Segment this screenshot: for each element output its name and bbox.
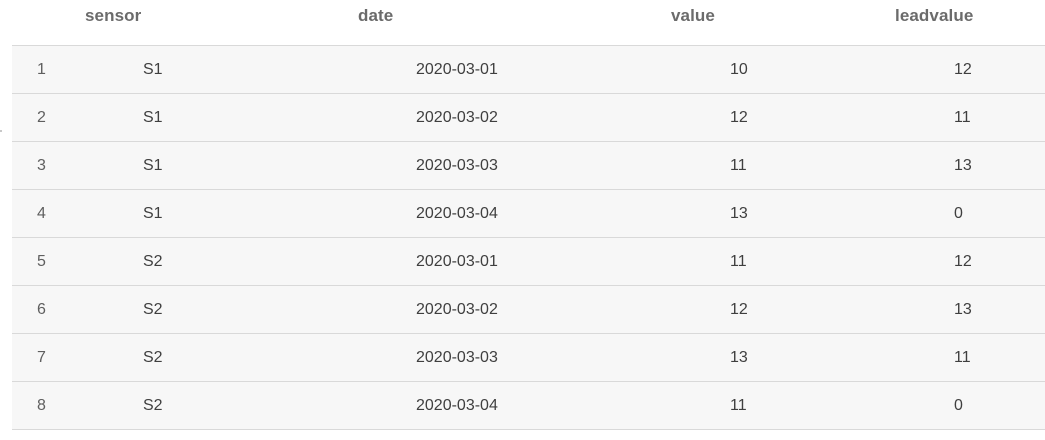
column-header-sensor[interactable]: sensor [85, 6, 142, 25]
cell-value: 11 [730, 157, 747, 174]
cell-value: 10 [730, 61, 748, 78]
cell-leadvalue: 12 [954, 61, 972, 78]
table-header: sensor date value leadvalue [12, 0, 1045, 46]
row-cells: S1 2020-03-04 13 0 [71, 190, 1045, 237]
column-header-value[interactable]: value [671, 6, 715, 25]
cell-leadvalue: 13 [954, 157, 972, 174]
results-table: sensor date value leadvalue 1 S1 2020-03-0… [12, 0, 1045, 430]
cell-date: 2020-03-02 [416, 301, 498, 318]
row-cells: S2 2020-03-02 12 13 [71, 286, 1045, 333]
cell-leadvalue: 13 [954, 301, 972, 318]
cell-value: 12 [730, 301, 748, 318]
row-index: 4 [12, 190, 71, 237]
cell-sensor: S2 [143, 397, 163, 414]
table-row[interactable]: 8 S2 2020-03-04 11 0 [12, 382, 1045, 430]
cell-leadvalue: 12 [954, 253, 972, 270]
row-index: 8 [12, 382, 71, 429]
cell-sensor: S2 [143, 253, 163, 270]
row-index: 3 [12, 142, 71, 189]
cell-sensor: S1 [143, 109, 163, 126]
row-index: 5 [12, 238, 71, 285]
left-edge-marker [0, 130, 2, 132]
table-row[interactable]: 7 S2 2020-03-03 13 11 [12, 334, 1045, 382]
row-index: 7 [12, 334, 71, 381]
column-header-leadvalue[interactable]: leadvalue [895, 6, 974, 25]
cell-value: 11 [730, 397, 747, 414]
table-row[interactable]: 4 S1 2020-03-04 13 0 [12, 190, 1045, 238]
row-index: 6 [12, 286, 71, 333]
cell-date: 2020-03-02 [416, 109, 498, 126]
table-row[interactable]: 6 S2 2020-03-02 12 13 [12, 286, 1045, 334]
cell-date: 2020-03-04 [416, 205, 498, 222]
cell-date: 2020-03-03 [416, 157, 498, 174]
cell-sensor: S2 [143, 301, 163, 318]
cell-sensor: S1 [143, 157, 163, 174]
cell-value: 11 [730, 253, 747, 270]
cell-date: 2020-03-01 [416, 61, 498, 78]
cell-value: 12 [730, 109, 748, 126]
table-body: 1 S1 2020-03-01 10 12 2 S1 2020-03-02 12 11 3 S1 202… [12, 46, 1045, 430]
table-row[interactable]: 2 S1 2020-03-02 12 11 [12, 94, 1045, 142]
cell-sensor: S1 [143, 205, 163, 222]
cell-sensor: S2 [143, 349, 163, 366]
row-index: 2 [12, 94, 71, 141]
row-cells: S1 2020-03-03 11 13 [71, 142, 1045, 189]
cell-value: 13 [730, 349, 748, 366]
cell-value: 13 [730, 205, 748, 222]
row-cells: S2 2020-03-01 11 12 [71, 238, 1045, 285]
row-cells: S2 2020-03-04 11 0 [71, 382, 1045, 429]
table-row[interactable]: 5 S2 2020-03-01 11 12 [12, 238, 1045, 286]
row-index: 1 [12, 46, 71, 93]
cell-date: 2020-03-01 [416, 253, 498, 270]
cell-date: 2020-03-04 [416, 397, 498, 414]
row-cells: S1 2020-03-01 10 12 [71, 46, 1045, 93]
cell-leadvalue: 11 [954, 109, 971, 126]
column-header-date[interactable]: date [358, 6, 394, 25]
cell-sensor: S1 [143, 61, 163, 78]
table-row[interactable]: 3 S1 2020-03-03 11 13 [12, 142, 1045, 190]
table-row[interactable]: 1 S1 2020-03-01 10 12 [12, 46, 1045, 94]
cell-leadvalue: 11 [954, 349, 971, 366]
cell-date: 2020-03-03 [416, 349, 498, 366]
cell-leadvalue: 0 [954, 205, 963, 222]
row-cells: S2 2020-03-03 13 11 [71, 334, 1045, 381]
row-cells: S1 2020-03-02 12 11 [71, 94, 1045, 141]
cell-leadvalue: 0 [954, 397, 963, 414]
